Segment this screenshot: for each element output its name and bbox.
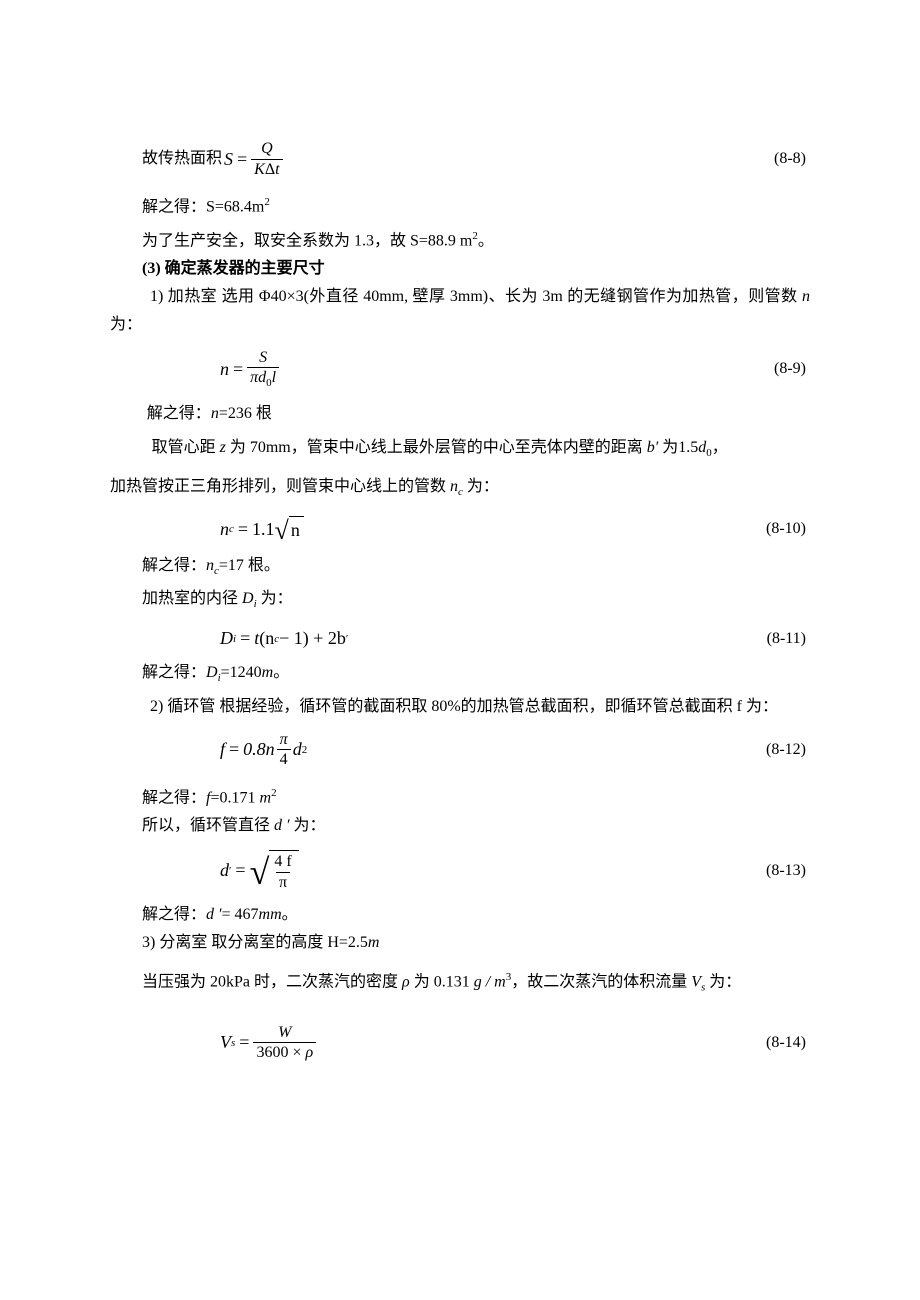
- eq-8-9-tag: (8-9): [774, 360, 810, 378]
- eq-8-12-row: f = 0.8n π 4 d2 (8-12): [110, 731, 810, 769]
- eq-8-13-tag: (8-13): [766, 862, 810, 880]
- eq-8-14-row: Vs = W 3600 × ρ (8-14): [110, 1024, 810, 1062]
- tube-spacing: 取管心距 z 为 70mm，管束中心线上最外层管的中心至壳体内壁的距离 b′ 为…: [110, 434, 810, 467]
- eq-8-11-row: Di = t(nc − 1) + 2b′ (8-11): [110, 628, 810, 649]
- eq-8-8-tag: (8-8): [774, 150, 810, 168]
- result-89: 解之得：n=236 根: [110, 400, 810, 428]
- eq-8-14: Vs = W 3600 × ρ: [110, 1024, 766, 1062]
- triangle-arrange: 加热管按正三角形排列，则管束中心线上的管数 nc 为：: [110, 473, 810, 506]
- item-3-sep: 3) 分离室 取分离室的高度 H=2.5m: [110, 929, 810, 957]
- page: 故传热面积 S = Q KΔt (8-8) 解之得：S=68.4m2 为了生产安…: [0, 0, 920, 1300]
- result-88: 解之得：S=68.4m2: [110, 188, 810, 221]
- eq-8-11: Di = t(nc − 1) + 2b′: [110, 628, 767, 649]
- eq-8-10: nc = 1.1 √ n: [110, 516, 766, 542]
- eq-8-9: n = S πd0l: [110, 349, 774, 390]
- eq-8-10-row: nc = 1.1 √ n (8-10): [110, 516, 810, 542]
- eq-8-12-tag: (8-12): [766, 741, 810, 759]
- eq-8-13-row: d′ = √ 4 f π (8-13): [110, 850, 810, 891]
- item-2-circ: 2) 循环管 根据经验，循环管的截面积取 80%的加热管总截面积，即循环管总截面…: [110, 693, 810, 721]
- eq-8-12: f = 0.8n π 4 d2: [110, 731, 766, 769]
- result-812: 解之得：f=0.171 m2: [110, 779, 810, 812]
- result-810: 解之得：nc=17 根。: [110, 552, 810, 585]
- eq-8-10-tag: (8-10): [766, 520, 810, 538]
- pressure-20kpa: 当压强为 20kPa 时，二次蒸汽的密度 ρ 为 0.131 g / m3，故二…: [110, 963, 810, 1002]
- safety-factor: 为了生产安全，取安全系数为 1.3，故 S=88.9 m2。: [110, 222, 810, 255]
- result-811: 解之得：Di=1240m。: [110, 659, 810, 692]
- eq-8-8-row: 故传热面积 S = Q KΔt (8-8): [110, 140, 810, 178]
- inner-dia: 加热室的内径 Di 为：: [110, 585, 810, 618]
- eq-8-11-tag: (8-11): [767, 630, 810, 648]
- eq-8-14-tag: (8-14): [766, 1034, 810, 1052]
- eq-8-13: d′ = √ 4 f π: [110, 850, 766, 891]
- eq-8-8: 故传热面积 S = Q KΔt: [110, 140, 774, 178]
- item-1-heating: 1) 加热室 选用 Φ40×3(外直径 40mm, 壁厚 3mm)、长为 3m …: [110, 283, 810, 339]
- text-heat-area: 故传热面积: [142, 145, 222, 173]
- section-3-title: (3) 确定蒸发器的主要尺寸: [110, 255, 810, 283]
- eq-8-9-row: n = S πd0l (8-9): [110, 349, 810, 390]
- circ-dia: 所以，循环管直径 d ′ 为：: [110, 812, 810, 840]
- result-813: 解之得：d ′= 467mm。: [110, 901, 810, 929]
